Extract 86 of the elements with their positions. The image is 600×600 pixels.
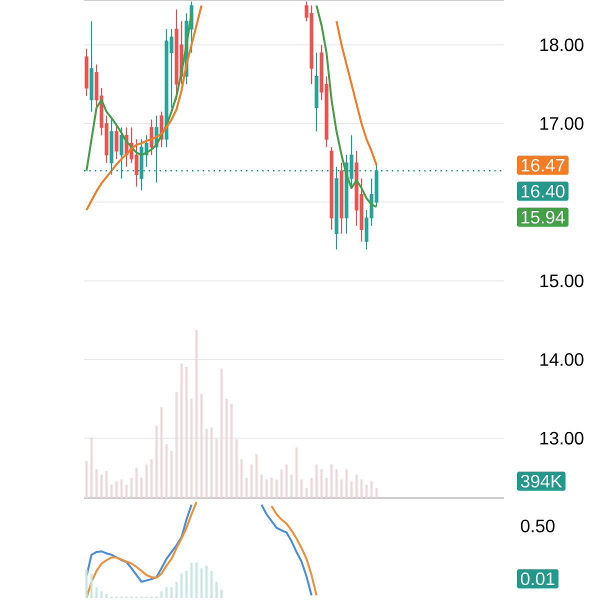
bar	[335, 469, 338, 498]
bar	[145, 464, 148, 498]
bar	[360, 480, 363, 498]
bar	[220, 368, 223, 498]
bar	[195, 562, 198, 598]
bar	[95, 469, 98, 498]
bar	[95, 587, 98, 598]
bar	[155, 426, 158, 498]
bar	[170, 450, 173, 498]
y-tick-label: 18.00	[540, 38, 584, 52]
bar	[150, 459, 153, 498]
bar	[340, 480, 343, 498]
bar	[140, 478, 143, 498]
bar	[200, 394, 203, 498]
bar	[345, 469, 348, 498]
bar	[270, 478, 273, 498]
bar	[205, 566, 208, 598]
bar	[325, 478, 328, 498]
bar	[170, 587, 173, 598]
bar	[215, 582, 218, 598]
bar	[215, 439, 218, 498]
y-tick-label: 13.00	[540, 432, 584, 445]
bar	[265, 480, 268, 498]
bar	[190, 398, 193, 498]
bar	[190, 562, 193, 598]
bar	[375, 488, 378, 498]
bar	[100, 474, 103, 498]
bar	[320, 469, 323, 498]
bar	[85, 570, 88, 598]
y-tick-label: 15.00	[540, 274, 584, 288]
bar	[165, 587, 168, 598]
bar	[260, 474, 263, 498]
bar	[300, 480, 303, 498]
bar	[250, 464, 253, 498]
bar	[180, 574, 183, 598]
bar	[235, 439, 238, 498]
y-tick-label: 17.00	[540, 117, 584, 130]
bar	[135, 468, 138, 498]
bar	[285, 464, 288, 498]
text: 15.94	[522, 210, 565, 224]
bar	[130, 478, 133, 498]
bar	[90, 438, 93, 498]
bar	[275, 480, 278, 498]
bar	[280, 469, 283, 498]
bar	[230, 404, 233, 498]
bar	[295, 448, 298, 498]
bar	[105, 471, 108, 498]
bar	[305, 488, 308, 498]
bar	[125, 484, 128, 498]
bar	[165, 444, 168, 498]
bar	[255, 454, 258, 498]
bar	[195, 330, 198, 498]
bar	[185, 570, 188, 598]
bar	[200, 568, 203, 598]
bar	[185, 366, 188, 498]
bar	[120, 480, 123, 498]
ref-line-label: 16.40	[522, 184, 565, 198]
text: 394K	[520, 474, 562, 488]
bar	[110, 484, 113, 498]
bar	[350, 481, 353, 498]
bar	[180, 364, 183, 498]
bar	[245, 478, 248, 498]
candlestick	[150, 118, 154, 156]
bar	[355, 474, 358, 498]
text: 0.01	[520, 572, 554, 586]
bar	[175, 392, 178, 498]
bar	[175, 582, 178, 598]
bar	[210, 570, 213, 598]
bar	[205, 429, 208, 498]
bar	[330, 464, 333, 498]
bar	[315, 464, 318, 498]
text: 16.47	[522, 158, 564, 172]
bar	[210, 427, 213, 498]
bar	[310, 478, 313, 498]
bar	[370, 481, 373, 498]
bar	[85, 461, 88, 498]
bar	[240, 459, 243, 498]
y-tick-label: 14.00	[540, 353, 584, 366]
bar	[225, 398, 228, 498]
candlestick	[120, 126, 124, 180]
bar	[115, 481, 118, 498]
bar	[290, 474, 293, 498]
bar	[160, 407, 163, 498]
bar	[90, 574, 93, 598]
bar	[365, 484, 368, 498]
text: 0.50	[520, 520, 555, 532]
